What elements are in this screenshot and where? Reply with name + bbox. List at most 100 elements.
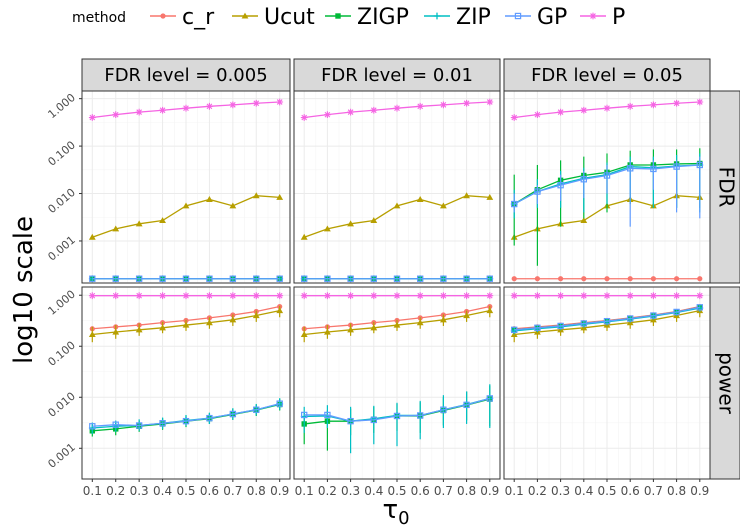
- data-point: [347, 275, 354, 282]
- data-point: [276, 275, 283, 282]
- data-point: [135, 275, 143, 282]
- data-point: [229, 316, 237, 323]
- series-Ucut: [88, 192, 284, 240]
- data-point: [463, 292, 470, 300]
- data-point: [252, 99, 260, 107]
- data-point: [252, 192, 260, 199]
- series-c-r: [511, 276, 703, 282]
- data-point: [534, 324, 541, 331]
- data-point: [649, 292, 657, 300]
- legend-label: c_r: [182, 5, 215, 30]
- col-strip-box: [503, 58, 711, 92]
- data-point: [603, 317, 611, 325]
- data-point: [511, 326, 518, 334]
- data-point: [581, 276, 587, 282]
- data-point: [182, 321, 190, 328]
- data-point: [159, 324, 166, 331]
- data-point: [229, 202, 237, 209]
- data-point: [206, 292, 213, 300]
- data-point: [206, 102, 213, 110]
- data-point: [439, 292, 447, 300]
- data-point: [370, 416, 378, 424]
- data-point: [696, 292, 704, 300]
- data-point: [206, 275, 213, 282]
- legend-item-ZIP: ZIP: [424, 5, 491, 30]
- row-strip: FDR: [709, 90, 740, 284]
- data-point: [558, 276, 564, 282]
- series-P: [88, 292, 284, 300]
- col-strip: FDR level = 0.005: [81, 58, 291, 92]
- legend-key-marker: [589, 12, 597, 20]
- series-Ucut: [300, 192, 494, 240]
- data-point: [416, 319, 424, 326]
- legend-item-Ucut: Ucut: [232, 5, 315, 30]
- legend-label: Ucut: [264, 5, 315, 30]
- data-point: [463, 275, 470, 282]
- data-point: [252, 312, 260, 319]
- data-point: [229, 275, 237, 282]
- data-point: [393, 292, 401, 300]
- series-GP: [511, 304, 703, 334]
- data-point: [627, 276, 633, 282]
- series-Ucut: [300, 305, 494, 343]
- x-tick-label: 0.8: [457, 484, 476, 498]
- data-point: [510, 292, 518, 300]
- data-point: [347, 417, 354, 425]
- data-point: [370, 292, 378, 300]
- series-GP: [301, 395, 493, 425]
- data-point: [511, 200, 518, 208]
- data-point: [88, 233, 96, 240]
- series-P: [510, 292, 704, 300]
- data-point: [604, 276, 610, 282]
- row-strip-label: FDR: [715, 167, 739, 208]
- data-point: [393, 202, 401, 209]
- data-point: [416, 412, 424, 419]
- panel-border: [503, 90, 711, 284]
- data-point: [486, 193, 494, 200]
- data-point: [534, 292, 541, 300]
- data-point: [182, 292, 190, 300]
- legend-title: method: [72, 10, 126, 26]
- data-point: [393, 321, 401, 328]
- series-line: [304, 397, 490, 422]
- data-point: [370, 324, 378, 331]
- data-point: [511, 276, 517, 282]
- data-point: [301, 411, 308, 419]
- x-tick-label: 0.8: [667, 484, 686, 498]
- data-point: [324, 328, 331, 335]
- data-point: [463, 401, 470, 409]
- legend-items: c_r Ucut ZIGP ZIP GP P: [150, 5, 625, 30]
- x-tick-label: 0.5: [597, 484, 616, 498]
- x-tick-label: 0.6: [621, 484, 640, 498]
- data-point: [229, 292, 237, 300]
- col-strip-label: FDR level = 0.01: [321, 65, 473, 86]
- col-strip: FDR level = 0.05: [503, 58, 711, 92]
- data-point: [159, 275, 166, 282]
- data-point: [88, 114, 96, 121]
- data-point: [580, 320, 588, 327]
- y-axis-title: log10 scale: [9, 216, 39, 364]
- series-P: [510, 98, 704, 121]
- data-point: [696, 98, 704, 106]
- data-point: [697, 276, 703, 282]
- data-point: [229, 410, 237, 418]
- data-point: [324, 275, 331, 282]
- data-point: [416, 292, 424, 300]
- data-point: [673, 99, 680, 107]
- data-point: [253, 275, 260, 282]
- legend-label: GP: [537, 5, 567, 30]
- data-point: [603, 292, 611, 300]
- legend-item-GP: GP: [505, 5, 567, 30]
- data-point: [416, 275, 424, 282]
- legend-key-marker: [433, 12, 441, 20]
- legend-item-c-r: c_r: [150, 5, 215, 30]
- data-point: [300, 233, 308, 240]
- data-point: [486, 395, 493, 402]
- data-point: [393, 412, 401, 420]
- x-tick-label: 0.9: [690, 484, 709, 498]
- data-point: [135, 422, 143, 429]
- data-point: [347, 108, 355, 116]
- data-point: [510, 114, 518, 121]
- row-strip-label: power: [715, 352, 739, 415]
- data-point: [534, 188, 541, 195]
